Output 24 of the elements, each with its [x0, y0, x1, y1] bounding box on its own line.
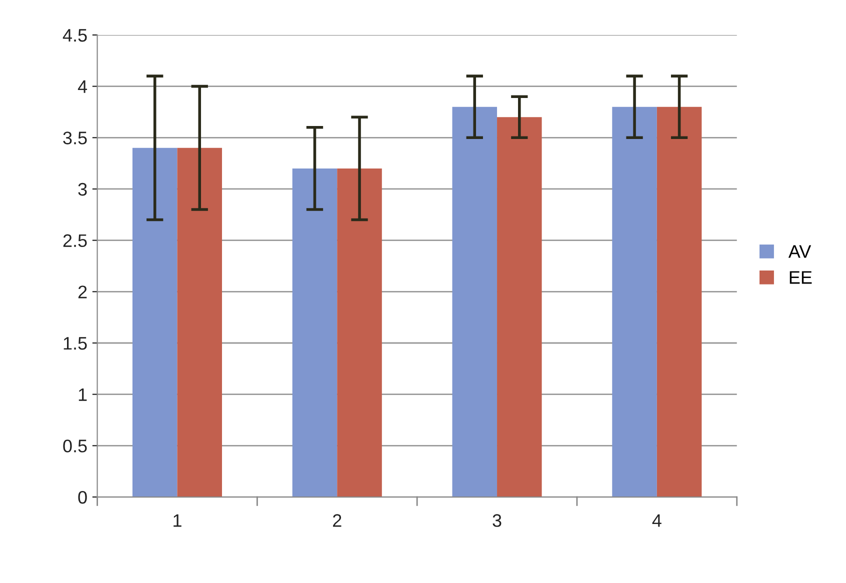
bar: [612, 106, 657, 498]
bar: [132, 148, 178, 498]
x-tick-label: 1: [174, 514, 182, 527]
bar: [452, 106, 498, 498]
x-tick-label: 3: [492, 514, 502, 527]
x-tick-label: 2: [333, 514, 342, 527]
x-tick-label: 4: [652, 514, 662, 527]
legend-label: EE: [790, 271, 812, 284]
bar: [292, 168, 338, 498]
y-tick-label: 1.5: [64, 337, 87, 350]
bar: [497, 117, 542, 498]
y-tick-label: 0.5: [63, 440, 87, 452]
y-tick-label: 3: [78, 182, 87, 196]
legend-label: AV: [788, 245, 812, 258]
bar: [177, 148, 222, 498]
y-tick-label: 1: [78, 388, 87, 401]
y-tick-label: 2.5: [63, 234, 87, 248]
y-tick-label: 4: [78, 80, 88, 93]
y-tick-label: 0: [78, 490, 87, 504]
bar: [656, 106, 702, 498]
y-tick-label: 4.5: [62, 29, 87, 42]
bar: [337, 168, 382, 498]
y-tick-label: 2: [78, 286, 87, 298]
y-tick-label: 3.5: [63, 132, 87, 144]
